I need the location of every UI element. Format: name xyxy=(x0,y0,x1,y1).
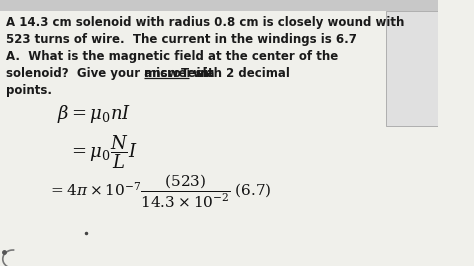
Text: A 14.3 cm solenoid with radius 0.8 cm is closely wound with: A 14.3 cm solenoid with radius 0.8 cm is… xyxy=(7,16,405,29)
Text: 523 turns of wire.  The current in the windings is 6.7: 523 turns of wire. The current in the wi… xyxy=(7,33,357,46)
Text: $= 4\pi \times 10^{-7} \dfrac{(523)}{14.3\times 10^{-2}} \; (6.7)$: $= 4\pi \times 10^{-7} \dfrac{(523)}{14.… xyxy=(48,173,272,210)
Text: solenoid?  Give your answer in: solenoid? Give your answer in xyxy=(7,67,213,80)
Text: $\beta = \mu_0 n I$: $\beta = \mu_0 n I$ xyxy=(57,103,131,125)
Text: microTesla: microTesla xyxy=(145,67,215,80)
Text: points.: points. xyxy=(7,84,53,97)
Text: $= \mu_0 \dfrac{N}{L} I$: $= \mu_0 \dfrac{N}{L} I$ xyxy=(68,133,138,171)
Text: A.  What is the magnetic field at the center of the: A. What is the magnetic field at the cen… xyxy=(7,50,339,63)
Bar xyxy=(386,11,438,126)
Bar xyxy=(0,0,438,11)
Text: with 2 decimal: with 2 decimal xyxy=(189,67,290,80)
